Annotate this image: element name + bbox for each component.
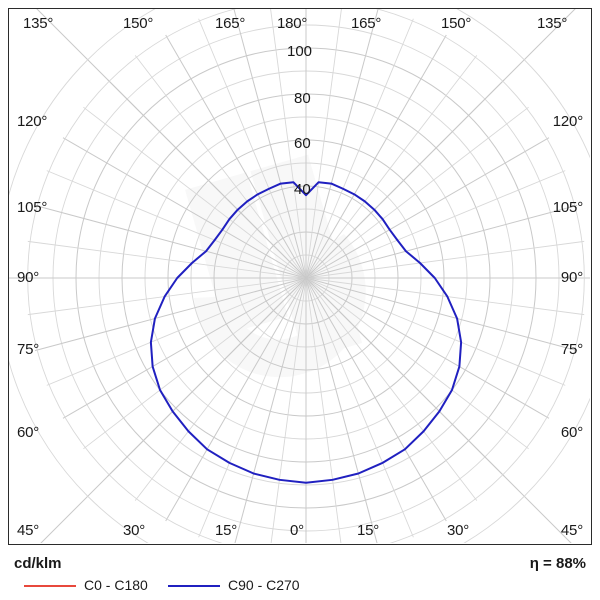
radial-label-80: 80 [294, 90, 311, 107]
angle-label-135-left: 135° [23, 15, 54, 32]
angle-label-30-left: 30° [123, 522, 146, 539]
polar-grid-and-curves [9, 9, 590, 543]
angle-label-0: 0° [290, 522, 304, 539]
angle-label-120-right: 120° [552, 113, 583, 130]
angle-label-135-right: 135° [537, 15, 568, 32]
radial-label-60: 60 [294, 135, 311, 152]
angle-label-105-right: 105° [552, 199, 583, 216]
radial-label-40: 40 [294, 181, 311, 198]
legend-swatch-c0-c180 [24, 585, 76, 587]
angle-label-60-left: 60° [17, 424, 40, 441]
angle-label-75-right: 75° [560, 341, 583, 358]
angle-label-150-left: 150° [123, 15, 154, 32]
angle-label-180: 180° [277, 15, 308, 32]
legend-label-c90-c270: C90 - C270 [228, 577, 300, 593]
angle-label-75-left: 75° [17, 341, 40, 358]
angle-label-150-right: 150° [441, 15, 472, 32]
angle-label-15-left: 15° [215, 522, 238, 539]
angle-label-30-right: 30° [447, 522, 470, 539]
angle-label-60-right: 60° [560, 424, 583, 441]
angle-label-165-right: 165° [351, 15, 382, 32]
polar-chart-frame: 135° 150° 165° 180° 165° 150° 135° 120° … [8, 8, 592, 545]
legend-label-c0-c180: C0 - C180 [84, 577, 148, 593]
angle-label-90-left: 90° [17, 269, 40, 286]
radial-label-100: 100 [287, 43, 313, 60]
chart-legend: cd/klm η = 88% C0 - C180 C90 - C270 [0, 545, 600, 600]
angle-label-105-left: 105° [17, 199, 48, 216]
efficiency-label: η = 88% [529, 555, 586, 572]
angle-label-165-left: 165° [215, 15, 246, 32]
angle-label-120-left: 120° [17, 113, 48, 130]
angle-label-90-right: 90° [560, 269, 583, 286]
unit-label: cd/klm [14, 555, 62, 572]
legend-swatch-c90-c270 [168, 585, 220, 587]
angle-label-45-left: 45° [17, 522, 40, 539]
angle-label-45-right: 45° [560, 522, 583, 539]
angle-label-15-right: 15° [357, 522, 380, 539]
